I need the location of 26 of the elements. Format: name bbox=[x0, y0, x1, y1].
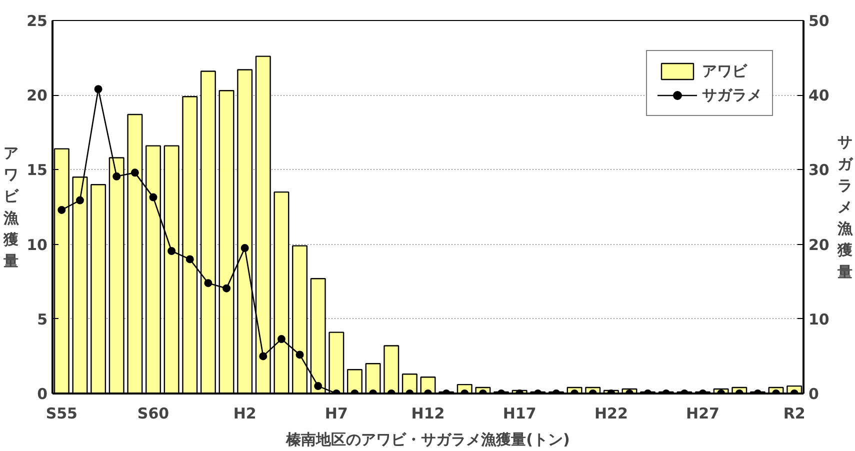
y2-axis-title: サガラメ漁獲量 bbox=[836, 133, 854, 281]
x-tick-label: H2 bbox=[233, 404, 256, 422]
x-tick-label: H12 bbox=[411, 404, 445, 422]
y-tick-label: 10 bbox=[26, 236, 48, 254]
y2-tick-label: 20 bbox=[808, 236, 830, 254]
x-tick-label: S55 bbox=[46, 404, 78, 422]
y-tick-label: 25 bbox=[26, 12, 48, 30]
x-axis-title: 榛南地区のアワビ・サガラメ漁獲量(トン) bbox=[285, 430, 570, 448]
x-tick-label: H22 bbox=[594, 404, 628, 422]
x-tick-label: H27 bbox=[686, 404, 720, 422]
x-tick-label: S60 bbox=[137, 404, 170, 422]
y2-tick-label: 0 bbox=[808, 385, 819, 403]
y2-tick-label: 50 bbox=[808, 12, 830, 30]
x-tick-label: H7 bbox=[324, 404, 348, 422]
y2-tick-label: 40 bbox=[808, 86, 830, 105]
y-tick-label: 15 bbox=[26, 161, 48, 180]
x-tick-label: H17 bbox=[502, 404, 536, 422]
y2-tick-label: 10 bbox=[808, 310, 830, 328]
y-axis-title: アワビ漁獲量 bbox=[2, 144, 20, 270]
x-tick-label: R2 bbox=[783, 404, 806, 422]
legend-label: アワビ bbox=[702, 62, 747, 80]
y-tick-label: 0 bbox=[37, 385, 48, 403]
y-tick-label: 20 bbox=[26, 86, 48, 105]
y2-tick-label: 30 bbox=[808, 161, 830, 180]
y-tick-label: 5 bbox=[37, 310, 48, 328]
legend-label: サガラメ bbox=[702, 86, 762, 104]
